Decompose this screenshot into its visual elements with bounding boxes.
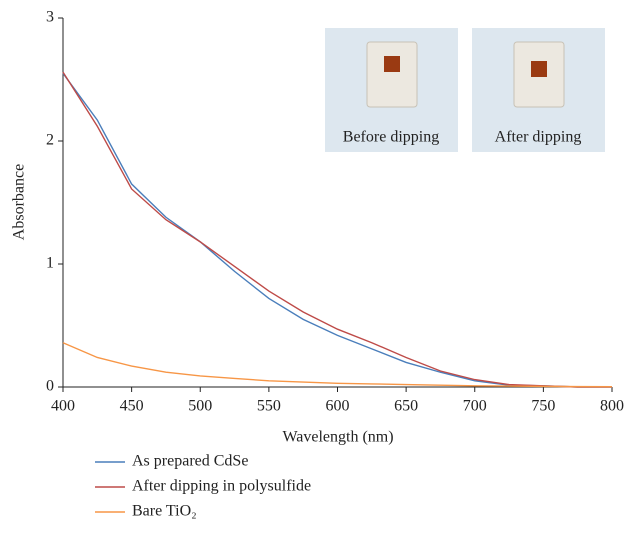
inset-caption: Before dipping bbox=[343, 129, 439, 146]
y-tick-label: 3 bbox=[46, 9, 54, 26]
y-tick-label: 1 bbox=[46, 255, 54, 272]
data-line bbox=[62, 342, 613, 388]
legend-label: Bare TiO₂ bbox=[132, 503, 197, 520]
y-tick-label: 2 bbox=[46, 132, 54, 149]
x-tick-label: 450 bbox=[120, 398, 144, 415]
x-tick-label: 600 bbox=[326, 398, 350, 415]
x-tick-label: 550 bbox=[257, 398, 281, 415]
x-tick-label: 800 bbox=[600, 398, 624, 415]
legend-label: After dipping in polysulfide bbox=[132, 478, 311, 495]
x-tick-label: 400 bbox=[51, 398, 75, 415]
inset-caption: After dipping bbox=[495, 129, 582, 146]
inset-before bbox=[325, 28, 458, 152]
x-tick-label: 650 bbox=[394, 398, 418, 415]
inset-after bbox=[472, 28, 605, 152]
x-tick-label: 750 bbox=[531, 398, 555, 415]
x-axis-label: Wavelength (nm) bbox=[282, 429, 393, 446]
x-tick-label: 700 bbox=[463, 398, 487, 415]
data-line bbox=[62, 71, 612, 388]
legend-label: As prepared CdSe bbox=[132, 453, 248, 470]
y-tick-label: 0 bbox=[46, 378, 54, 395]
x-tick-label: 500 bbox=[188, 398, 212, 415]
y-axis-label: Absorbance bbox=[11, 164, 28, 240]
